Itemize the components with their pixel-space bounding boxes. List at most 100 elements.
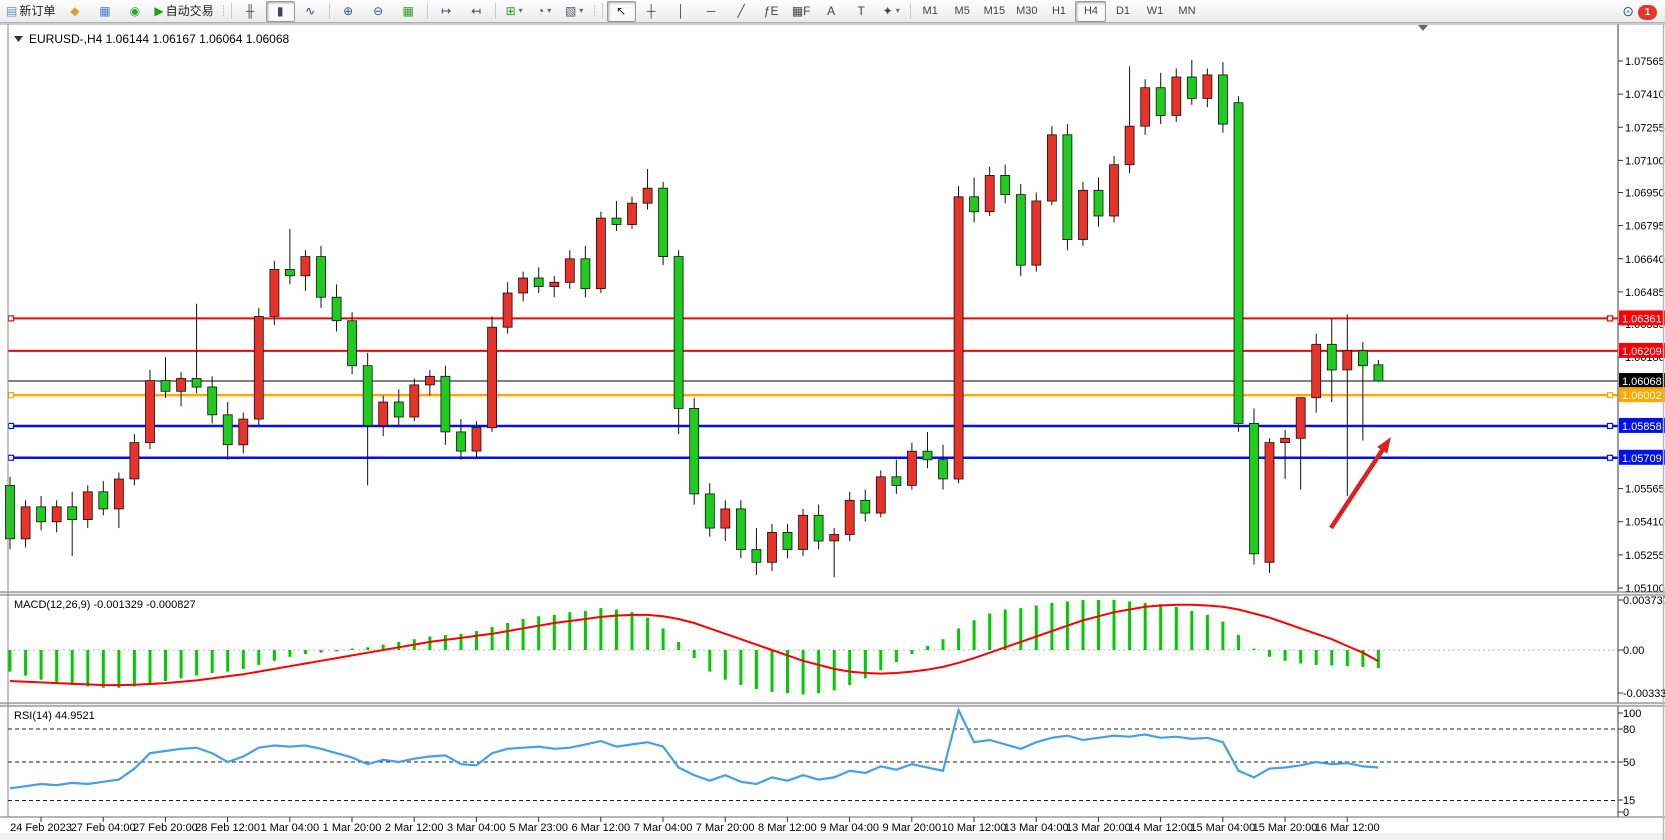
time-axis-label: 13 Mar 20:00 xyxy=(1066,822,1131,834)
horizontal-line-tool[interactable]: ─ xyxy=(697,1,726,22)
auto-trading-button-label: 自动交易 xyxy=(165,4,214,18)
macd-histogram-bar xyxy=(692,650,696,659)
candle-down xyxy=(891,476,902,486)
auto-trading-button[interactable]: ▶ 自动交易 xyxy=(150,1,217,22)
chat-notification-icon[interactable]: 1 xyxy=(1638,3,1657,20)
macd-histogram-bar xyxy=(1174,606,1178,650)
text-label-tool[interactable]: T xyxy=(847,1,876,22)
new-order-button[interactable]: ▤ 新订单 xyxy=(2,1,59,22)
chart-shift-marker[interactable] xyxy=(1418,25,1428,31)
search-icon[interactable]: ⊙ xyxy=(1622,2,1634,19)
market-watch-icon[interactable]: ◆ xyxy=(60,1,89,22)
macd-histogram-bar xyxy=(381,644,385,650)
macd-histogram-bar xyxy=(350,648,354,650)
macd-histogram-bar xyxy=(319,650,323,653)
candle-up xyxy=(176,378,187,392)
pivot-line-orange-price-tag-label: 1.06002 xyxy=(1622,390,1662,402)
support-line-2-handle-right[interactable] xyxy=(1606,454,1614,461)
vertical-line-tool[interactable]: │ xyxy=(667,1,696,22)
zoom-out-icon[interactable]: ⊖ xyxy=(364,1,393,22)
timeframe-button-d1[interactable]: D1 xyxy=(1107,1,1138,22)
pivot-line-orange-handle-right[interactable] xyxy=(1606,392,1614,399)
time-axis-label: 8 Mar 12:00 xyxy=(758,822,817,834)
auto-scroll-icon[interactable]: ↦ xyxy=(432,1,461,22)
candle-down xyxy=(440,375,451,433)
candle-up xyxy=(1295,397,1306,439)
macd-histogram-bar xyxy=(1268,650,1271,657)
timeframe-button-mn[interactable]: MN xyxy=(1171,1,1202,22)
macd-histogram-bar xyxy=(521,619,525,650)
candle-up xyxy=(1109,164,1119,217)
shapes-tool[interactable]: ✦ ▾ xyxy=(877,1,906,22)
indicators-menu-button[interactable]: ⊞ ▾ xyxy=(500,1,529,22)
timeframe-button-m30[interactable]: M30 xyxy=(1011,1,1042,22)
tile-windows-icon[interactable]: ▦ xyxy=(394,1,423,22)
price-axis-label: 1.07565 xyxy=(1625,56,1665,68)
market-watch-icon-glyph: ◆ xyxy=(70,4,80,18)
bar-chart-icon[interactable]: ╫ xyxy=(236,1,265,22)
candle-up xyxy=(51,506,62,523)
macd-histogram-bar xyxy=(490,627,494,650)
macd-histogram-bar xyxy=(1345,650,1349,667)
macd-histogram-bar xyxy=(848,650,852,686)
candlestick-chart-icon[interactable]: ▮ xyxy=(265,0,295,22)
macd-histogram-bar xyxy=(101,650,105,688)
resistance-line-2-price-tag-label: 1.06209 xyxy=(1622,346,1662,358)
macd-histogram-bar xyxy=(926,646,929,650)
timeframe-button-m15[interactable]: M15 xyxy=(979,1,1010,22)
candle-up xyxy=(1311,343,1322,399)
timeframe-button-w1[interactable]: W1 xyxy=(1139,1,1170,22)
timeframe-button-h1[interactable]: H1 xyxy=(1043,1,1074,22)
candle-down xyxy=(362,365,373,427)
panel-splitter[interactable] xyxy=(0,592,1665,595)
candle-down xyxy=(1000,174,1011,195)
candle-down xyxy=(1155,87,1166,116)
equidistant-channel-tool[interactable]: ƒE xyxy=(757,1,786,22)
macd-histogram-bar xyxy=(8,650,12,672)
macd-histogram-bar xyxy=(894,650,898,663)
timeframe-button-m5[interactable]: M5 xyxy=(947,1,978,22)
timeframe-button-m1[interactable]: M1 xyxy=(915,1,946,22)
panel-splitter[interactable] xyxy=(0,703,1665,706)
pivot-line-orange-handle-left[interactable] xyxy=(7,392,15,399)
macd-indicator-label: MACD(12,26,9) -0.001329 -0.000827 xyxy=(14,599,196,611)
time-axis-label: 10 Mar 12:00 xyxy=(942,822,1007,834)
toolbar-separator xyxy=(230,3,232,19)
data-window-icon[interactable]: ▦ xyxy=(90,1,119,22)
support-line-1-handle-right[interactable] xyxy=(1606,422,1614,430)
candle-up xyxy=(20,506,31,540)
symbol-dropdown-icon[interactable] xyxy=(14,36,23,42)
candle-down xyxy=(1326,343,1337,371)
periods-menu-button[interactable]: ◔ ▾ xyxy=(530,1,559,22)
broadcast-icon[interactable]: ◉ xyxy=(120,1,149,22)
cursor-tool[interactable]: ↖ xyxy=(606,0,636,22)
chart-shift-icon[interactable]: ↤ xyxy=(462,1,491,22)
timeframe-label-h4: H4 xyxy=(1083,4,1099,17)
macd-histogram-bar xyxy=(552,614,556,650)
crosshair-tool[interactable]: ┼ xyxy=(637,1,666,22)
macd-histogram-bar xyxy=(957,628,961,650)
line-chart-icon[interactable]: ∿ xyxy=(296,1,325,22)
support-line-2-handle-left[interactable] xyxy=(7,454,15,461)
text-tool[interactable]: A xyxy=(817,1,846,22)
resistance-line-1-handle-right[interactable] xyxy=(1606,315,1614,322)
trend-arrow-shaft[interactable] xyxy=(1329,445,1387,530)
resistance-line-1-handle-left[interactable] xyxy=(7,315,15,322)
trend-arrow-head[interactable] xyxy=(1377,437,1391,454)
macd-histogram-bar xyxy=(179,650,183,679)
macd-histogram-bar xyxy=(1112,600,1116,650)
macd-histogram-bar xyxy=(1299,650,1303,664)
macd-histogram-bar xyxy=(257,650,261,665)
trendline-tool-glyph: ╱ xyxy=(737,4,745,18)
macd-histogram-bar xyxy=(1190,610,1194,650)
macd-histogram-bar xyxy=(1003,609,1007,650)
zoom-in-icon[interactable]: ⊕ xyxy=(334,1,363,22)
price-axis-label: 1.05255 xyxy=(1625,550,1665,562)
macd-histogram-bar xyxy=(568,612,572,650)
support-line-1-handle-left[interactable] xyxy=(7,422,15,430)
templates-menu-button[interactable]: ▧ ▾ xyxy=(560,1,589,22)
timeframe-button-h4[interactable]: H4 xyxy=(1075,0,1107,22)
fibonacci-tool[interactable]: ▦F xyxy=(787,1,816,22)
trendline-tool[interactable]: ╱ xyxy=(727,1,756,22)
